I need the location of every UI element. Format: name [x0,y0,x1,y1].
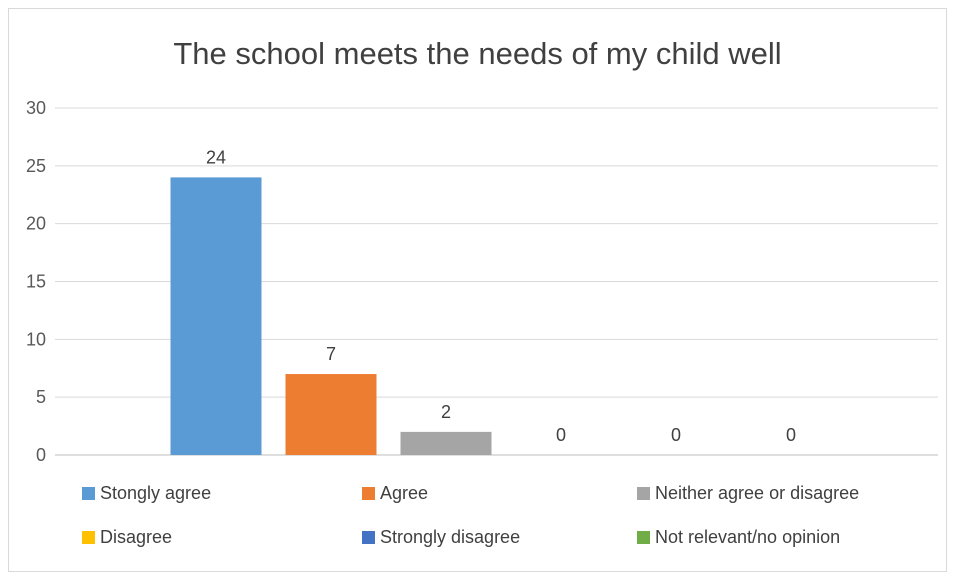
y-tick-label: 30 [26,98,46,118]
y-tick-label: 10 [26,329,46,349]
y-tick-label: 5 [36,387,46,407]
data-label: 0 [786,425,796,445]
y-tick-label: 15 [26,272,46,292]
bar [170,177,262,455]
chart-area [8,8,947,572]
bar [400,431,492,455]
bar [285,374,377,455]
y-tick-label: 0 [36,445,46,465]
y-tick-label: 25 [26,156,46,176]
data-label: 24 [206,147,226,167]
data-label: 2 [441,402,451,422]
y-tick-label: 20 [26,214,46,234]
data-label: 0 [671,425,681,445]
data-label: 7 [326,344,336,364]
data-label: 0 [556,425,566,445]
chart-title: The school meets the needs of my child w… [173,36,782,71]
